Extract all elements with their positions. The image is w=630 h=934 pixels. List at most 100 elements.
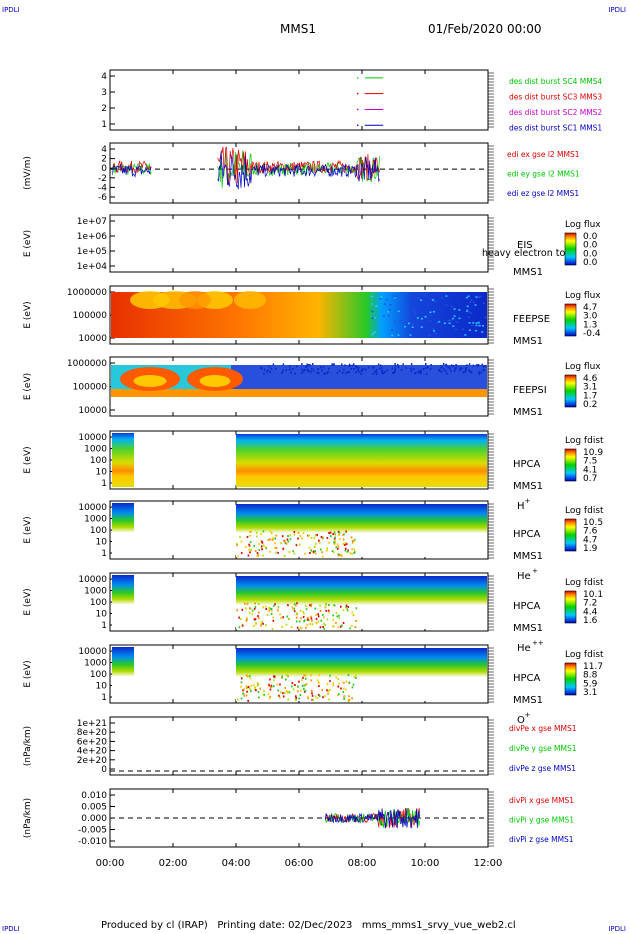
hpca-speckle [270, 608, 273, 611]
flux-speckle [389, 309, 392, 311]
ion-speckle [294, 372, 296, 375]
corner-label-bottom-right: IPDLI [608, 925, 626, 933]
flux-speckle [383, 315, 386, 317]
hpca-speckle [317, 613, 319, 616]
ion-speckle [308, 370, 310, 373]
hpca-speckle [310, 549, 312, 552]
y-tick-label: 10000 [78, 334, 107, 344]
ion-speckle [309, 364, 311, 367]
hpca-speckle [272, 616, 274, 619]
hpca-speckle [283, 691, 286, 694]
corner-label-bottom-left: IPDLI [2, 925, 20, 933]
ion-speckle [288, 368, 291, 371]
flux-speckle [453, 315, 456, 317]
flux-speckle [458, 309, 461, 311]
ion-speckle [410, 370, 413, 373]
flux-speckle [472, 301, 475, 304]
flux-speckle [416, 317, 419, 319]
colorbar-tick-label: 10.1 [583, 590, 603, 600]
hpca-speckle [249, 530, 252, 533]
ion-speckle [438, 368, 440, 371]
y-tick-label: 100000 [73, 311, 108, 321]
ion-speckle [266, 370, 268, 373]
hpca-speckle [342, 609, 345, 612]
flux-speckle [373, 317, 376, 319]
hpca-speckle [251, 613, 254, 616]
hpca-speckle [318, 539, 320, 542]
hpca-speckle [317, 620, 320, 623]
hpca-speckle [339, 625, 342, 628]
panel-frame [109, 69, 489, 131]
species-label: He [517, 571, 531, 582]
ion-speckle [350, 367, 353, 370]
hpca-speckle [254, 686, 256, 689]
ion-speckle [410, 367, 412, 370]
hpca-speckle [324, 695, 327, 698]
ion-speckle [357, 368, 359, 371]
hpca-speckle [325, 609, 327, 612]
ion-speckle [478, 370, 480, 373]
hpca-speckle [253, 618, 256, 621]
hpca-speckle [342, 681, 345, 684]
y-tick-label: 1 [101, 479, 107, 489]
hpca-speckle [337, 685, 340, 688]
hpca-speckle [293, 610, 296, 613]
instrument-label: MMS1 [513, 407, 543, 418]
flux-speckle [387, 314, 390, 317]
hpca-speckle [302, 532, 305, 535]
ion-speckle [412, 368, 415, 371]
ion-speckle [397, 363, 399, 366]
hpca-speckle [272, 675, 275, 678]
ion-speckle [443, 368, 445, 371]
hpca-speckle [320, 535, 323, 538]
flux-speckle [391, 334, 394, 337]
ion-speckle [465, 369, 467, 372]
efield-trace [217, 152, 380, 190]
hpca-speckle [325, 549, 328, 552]
ion-speckle [444, 370, 447, 373]
hpca-speckle [352, 683, 355, 686]
hpca-speckle [285, 623, 288, 626]
ion-speckle [400, 368, 403, 371]
ion-speckle [468, 363, 471, 366]
hpca-speckle [269, 678, 271, 681]
flux-speckle [477, 323, 480, 325]
hpca-speckle [296, 690, 299, 693]
flux-speckle [436, 322, 439, 324]
hpca-speckle [274, 603, 276, 606]
flux-speckle [458, 317, 461, 320]
y-tick-label: -6 [98, 193, 107, 203]
ion-speckle [372, 366, 375, 369]
hpca-speckle [335, 546, 338, 549]
hpca-speckle [269, 695, 272, 698]
flux-speckle [411, 326, 414, 329]
flux-speckle [428, 334, 431, 337]
ion-speckle [402, 363, 404, 366]
hpca-speckle [275, 534, 278, 537]
y-tick-label: -0.005 [78, 826, 107, 836]
hpca-speckle [314, 550, 317, 553]
hpca-speckle [349, 627, 351, 630]
hpca-speckle [297, 537, 299, 540]
hpca-speckle [246, 686, 248, 689]
hpca-speckle [301, 679, 303, 682]
hpca-speckle [315, 621, 318, 624]
hpca-speckle [272, 619, 275, 622]
species-charge: ++ [532, 639, 544, 647]
y-tick-label: 1000000 [67, 288, 107, 298]
hpca-speckle [307, 695, 309, 698]
flux-speckle [409, 334, 412, 336]
hpca-speckle [337, 553, 340, 556]
hpca-speckle [269, 688, 272, 691]
species-charge: + [525, 497, 531, 505]
hpca-speckle [332, 682, 335, 685]
hpca-speckle [242, 692, 244, 695]
instrument-label: EIS [517, 240, 533, 251]
hpca-speckle [338, 531, 341, 534]
hpca-speckle [303, 687, 305, 690]
spacecraft-title: MMS1 [280, 22, 316, 36]
hpca-speckle [256, 531, 258, 534]
hpca-speckle [310, 536, 313, 539]
hpca-speckle [260, 622, 263, 625]
